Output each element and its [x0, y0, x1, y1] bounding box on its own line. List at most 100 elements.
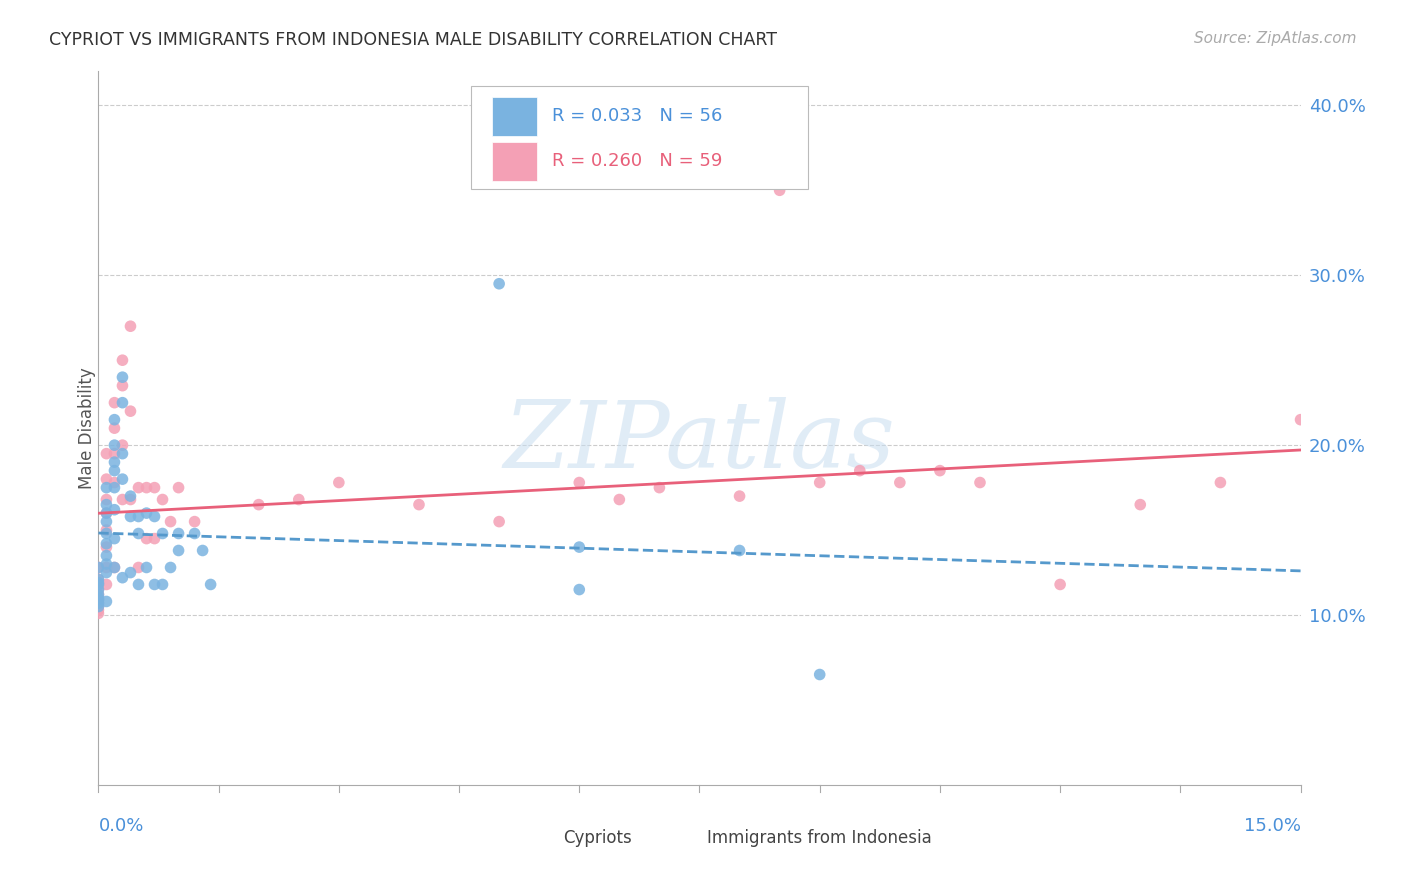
- Point: [408, 498, 430, 512]
- Point: [152, 526, 174, 541]
- Point: [808, 667, 831, 681]
- Point: [111, 378, 134, 392]
- Point: [103, 560, 125, 574]
- Point: [87, 603, 110, 617]
- Point: [889, 475, 911, 490]
- Point: [87, 607, 110, 621]
- Point: [609, 492, 631, 507]
- Point: [120, 404, 142, 418]
- Point: [728, 543, 751, 558]
- Point: [87, 577, 110, 591]
- Point: [247, 498, 270, 512]
- Point: [96, 566, 118, 580]
- Text: Immigrants from Indonesia: Immigrants from Indonesia: [707, 830, 932, 847]
- Point: [96, 549, 118, 563]
- Point: [728, 489, 751, 503]
- Point: [103, 395, 125, 409]
- Point: [96, 577, 118, 591]
- Point: [488, 277, 510, 291]
- Text: 0.0%: 0.0%: [98, 817, 143, 835]
- Bar: [492, 96, 537, 136]
- Point: [200, 577, 222, 591]
- Point: [135, 481, 157, 495]
- Point: [96, 537, 118, 551]
- Point: [167, 543, 190, 558]
- Bar: [492, 142, 537, 181]
- Point: [103, 532, 125, 546]
- Point: [87, 573, 110, 587]
- Point: [1289, 412, 1312, 426]
- Point: [111, 395, 134, 409]
- Point: [96, 523, 118, 537]
- Point: [120, 492, 142, 507]
- Point: [128, 577, 150, 591]
- Point: [648, 481, 671, 495]
- Point: [568, 475, 591, 490]
- Point: [191, 543, 214, 558]
- Bar: [519, 830, 551, 847]
- Point: [96, 472, 118, 486]
- Point: [87, 575, 110, 590]
- Point: [808, 475, 831, 490]
- Point: [96, 492, 118, 507]
- Point: [87, 588, 110, 602]
- Point: [152, 577, 174, 591]
- Point: [111, 370, 134, 384]
- Point: [103, 438, 125, 452]
- Point: [120, 319, 142, 334]
- Point: [87, 591, 110, 605]
- Point: [87, 599, 110, 614]
- Text: Source: ZipAtlas.com: Source: ZipAtlas.com: [1194, 31, 1357, 46]
- Point: [111, 472, 134, 486]
- Point: [96, 526, 118, 541]
- Text: R = 0.260   N = 59: R = 0.260 N = 59: [551, 153, 723, 170]
- Point: [159, 515, 181, 529]
- Point: [96, 506, 118, 520]
- Point: [135, 506, 157, 520]
- Point: [96, 557, 118, 571]
- Point: [969, 475, 991, 490]
- Point: [568, 540, 591, 554]
- Point: [96, 481, 118, 495]
- Point: [87, 596, 110, 610]
- Point: [769, 183, 792, 197]
- Point: [111, 571, 134, 585]
- FancyBboxPatch shape: [471, 86, 807, 189]
- Point: [96, 515, 118, 529]
- Point: [96, 506, 118, 520]
- Point: [128, 481, 150, 495]
- Point: [135, 560, 157, 574]
- Point: [152, 492, 174, 507]
- Point: [849, 464, 872, 478]
- Point: [143, 577, 166, 591]
- Point: [111, 447, 134, 461]
- Point: [1049, 577, 1071, 591]
- Point: [128, 560, 150, 574]
- Point: [87, 588, 110, 602]
- Point: [103, 481, 125, 495]
- Text: R = 0.033   N = 56: R = 0.033 N = 56: [551, 107, 723, 125]
- Point: [929, 464, 952, 478]
- Bar: [664, 830, 695, 847]
- Point: [87, 582, 110, 597]
- Point: [87, 573, 110, 587]
- Point: [111, 492, 134, 507]
- Point: [103, 502, 125, 516]
- Point: [328, 475, 350, 490]
- Point: [87, 560, 110, 574]
- Point: [128, 526, 150, 541]
- Point: [96, 540, 118, 554]
- Text: 15.0%: 15.0%: [1243, 817, 1301, 835]
- Point: [183, 526, 205, 541]
- Point: [103, 447, 125, 461]
- Point: [135, 532, 157, 546]
- Point: [103, 455, 125, 469]
- Point: [288, 492, 311, 507]
- Point: [87, 577, 110, 591]
- Point: [488, 515, 510, 529]
- Point: [1209, 475, 1232, 490]
- Point: [87, 592, 110, 607]
- Point: [1129, 498, 1152, 512]
- Text: Cypriots: Cypriots: [562, 830, 631, 847]
- Text: CYPRIOT VS IMMIGRANTS FROM INDONESIA MALE DISABILITY CORRELATION CHART: CYPRIOT VS IMMIGRANTS FROM INDONESIA MAL…: [49, 31, 778, 49]
